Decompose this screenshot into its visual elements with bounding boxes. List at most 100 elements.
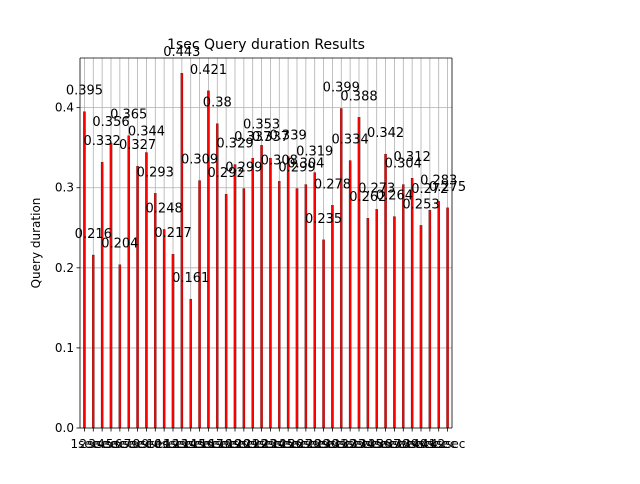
bar-value-label: 0.299 <box>225 161 262 176</box>
x-tick-label: 15sec <box>191 437 227 451</box>
bar <box>437 201 440 429</box>
bars <box>83 73 449 429</box>
bar-value-label: 0.248 <box>146 201 183 216</box>
bar <box>331 205 334 429</box>
bar-value-label: 0.388 <box>340 89 377 104</box>
bar-value-label: 0.353 <box>243 117 280 132</box>
y-tick-label: 0.2 <box>55 261 74 275</box>
plot-area <box>80 58 452 428</box>
x-tick-label: 39sec <box>403 437 439 451</box>
x-tick-label: 24sec <box>270 437 306 451</box>
bar-value-label: 0.235 <box>305 212 342 227</box>
bar-value-label: 0.312 <box>394 150 431 165</box>
x-tick-label: 17sec <box>208 437 244 451</box>
x-tick-label: 10sec <box>146 437 182 451</box>
bar <box>295 188 299 429</box>
bar <box>366 218 370 429</box>
bar <box>286 156 290 429</box>
bar <box>402 184 405 429</box>
bar <box>180 73 184 429</box>
bar <box>118 264 122 429</box>
x-tick-label: 11sec <box>155 437 191 451</box>
bar-value-label: 0.332 <box>84 134 121 149</box>
bar-value-label: 0.299 <box>278 161 315 176</box>
bar <box>322 239 325 429</box>
x-tick-label: 4sec <box>97 437 125 451</box>
data-labels: 0.395 0.216 0.332 0.356 0.204 0.365 0.3270.344… <box>66 45 466 286</box>
x-tick-label: 34sec <box>359 437 395 451</box>
bar <box>269 157 272 429</box>
x-tick-label: 18sec <box>217 437 253 451</box>
bar-value-label: 0.399 <box>323 80 360 95</box>
bar <box>393 216 396 429</box>
x-tick-label: 25sec <box>279 437 315 451</box>
x-tick-label: 13sec <box>173 437 209 451</box>
bar <box>136 165 139 429</box>
bar-value-label: 0.292 <box>208 166 245 181</box>
bar <box>224 194 228 429</box>
bar-value-label: 0.443 <box>163 45 200 60</box>
bar-value-label: 0.217 <box>154 226 191 241</box>
y-tick-label: 0.0 <box>55 421 74 435</box>
x-tick-label: 8sec <box>132 437 160 451</box>
bar <box>233 164 237 429</box>
x-tick-label: 12sec <box>164 437 200 451</box>
bar-value-label: 0.356 <box>92 115 129 130</box>
bar <box>357 117 361 429</box>
x-tick-label: 35sec <box>368 437 404 451</box>
x-tick-label: 16sec <box>200 437 236 451</box>
bar-value-label: 0.342 <box>367 126 404 141</box>
bar-value-label: 0.308 <box>261 153 298 168</box>
bar-value-label: 0.253 <box>402 197 439 212</box>
x-tick-label: 29sec <box>315 437 351 451</box>
bar-value-label: 0.283 <box>420 173 457 188</box>
bar-value-label: 0.216 <box>75 227 112 242</box>
bar-value-label: 0.365 <box>110 108 147 123</box>
y-axis-label: Query duration <box>29 198 43 289</box>
bar-value-label: 0.278 <box>314 177 351 192</box>
bar-value-label: 0.304 <box>287 157 324 172</box>
x-tick-label: 26sec <box>288 437 324 451</box>
y-tick-label: 0.1 <box>55 341 74 355</box>
bar-value-label: 0.204 <box>101 237 138 252</box>
bar-value-label: 0.337 <box>234 130 271 145</box>
bar-value-label: 0.337 <box>252 130 289 145</box>
x-tick-label: 7sec <box>124 437 152 451</box>
bar <box>340 108 343 429</box>
x-tick-label: 37sec <box>386 437 422 451</box>
bar <box>446 207 449 429</box>
x-tick-label: 5sec <box>106 437 134 451</box>
x-tick-label: 19sec <box>226 437 262 451</box>
bar-value-label: 0.262 <box>349 190 386 205</box>
x-tick-label: 1sec <box>70 437 98 451</box>
x-axis-ticks: 1sec2sec3sec4sec5sec6sec7sec8sec9sec10se… <box>70 428 465 451</box>
x-tick-label: 3sec <box>88 437 116 451</box>
x-tick-label: 21sec <box>244 437 280 451</box>
bar-value-label: 0.161 <box>172 271 209 286</box>
y-axis-ticks: 0.0 0.1 0.2 0.3 0.4 <box>55 101 80 435</box>
bar-value-label: 0.329 <box>216 137 253 152</box>
x-tick-label: 30sec <box>324 437 360 451</box>
x-tick-label: 42sec <box>430 437 466 451</box>
bar-value-label: 0.319 <box>296 145 333 160</box>
x-tick-label: 36sec <box>377 437 413 451</box>
plot-frame <box>79 57 453 429</box>
x-tick-label: 32sec <box>341 437 377 451</box>
bar <box>251 157 254 429</box>
x-tick-label: 20sec <box>235 437 271 451</box>
bar <box>242 188 246 429</box>
bar <box>428 210 432 429</box>
bar <box>189 298 192 429</box>
bar <box>278 181 281 429</box>
bar <box>419 225 423 429</box>
x-tick-label: 33sec <box>350 437 386 451</box>
bar <box>207 90 210 429</box>
bar-value-label: 0.344 <box>128 125 165 140</box>
bar <box>162 229 166 429</box>
bar <box>100 161 104 429</box>
chart-title: 1sec Query duration Results <box>167 37 365 53</box>
x-tick-label: 31sec <box>332 437 368 451</box>
bar-value-label: 0.327 <box>119 138 156 153</box>
bar <box>260 145 263 429</box>
